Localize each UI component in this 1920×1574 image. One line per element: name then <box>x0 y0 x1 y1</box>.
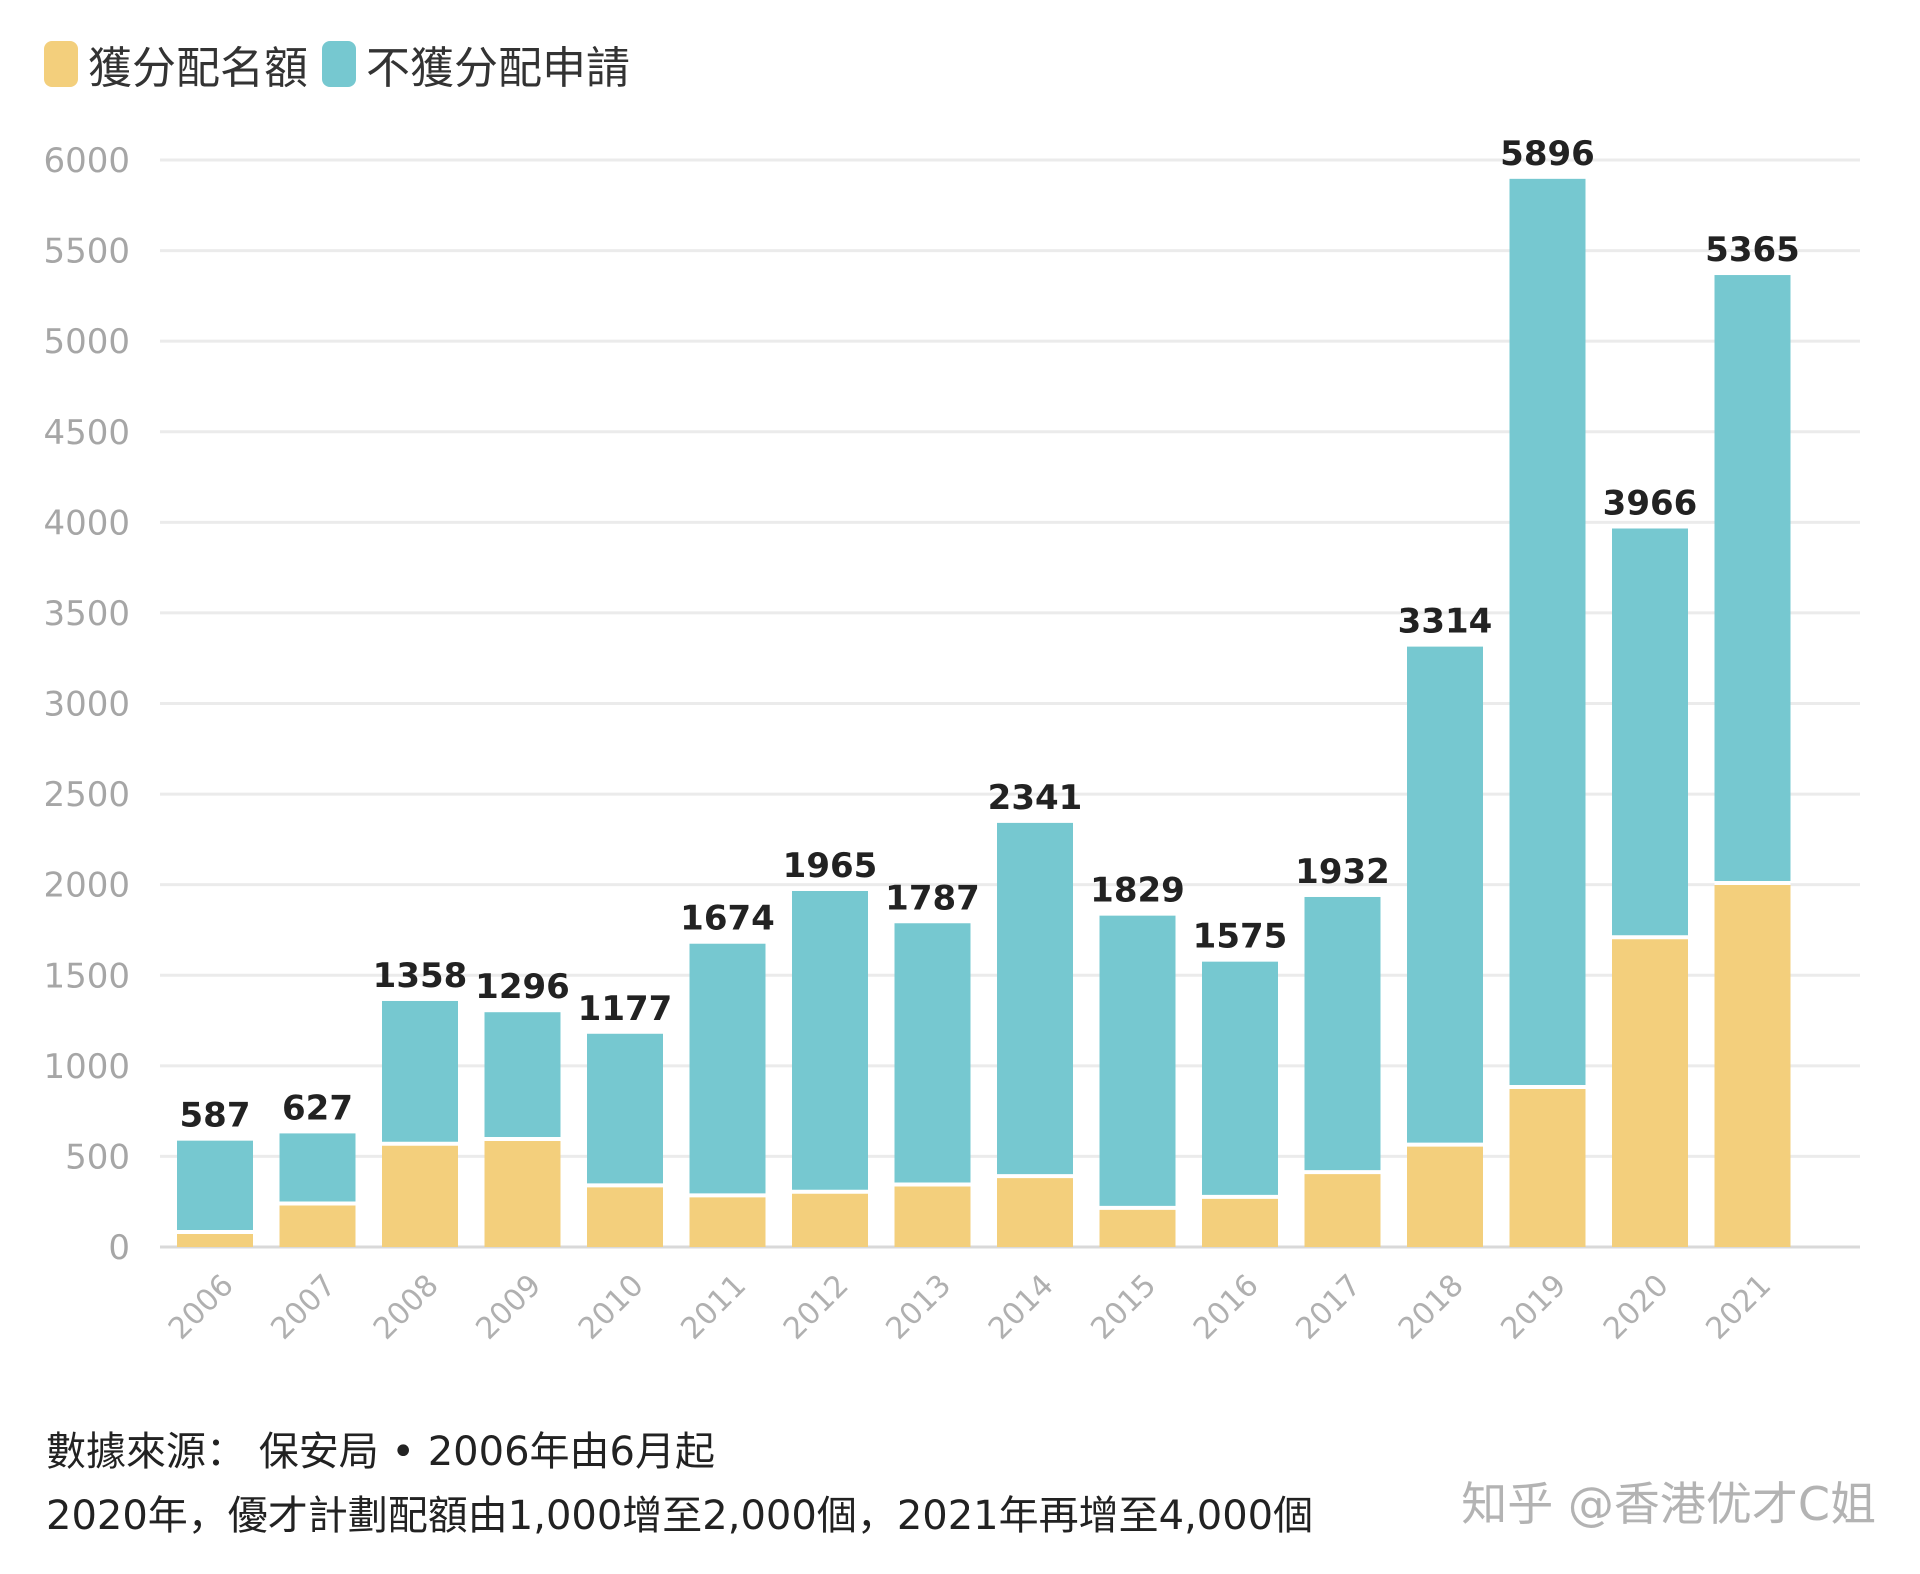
y-tick-label: 3000 <box>43 685 130 725</box>
x-tick-label: 2018 <box>1392 1268 1471 1347</box>
y-tick-label: 6000 <box>43 141 130 181</box>
y-tick-label: 4000 <box>43 503 130 543</box>
x-tick-label: 2013 <box>879 1268 958 1347</box>
y-tick-label: 2000 <box>43 866 130 906</box>
bar-allocated <box>689 1195 766 1247</box>
stacked-bar-chart: 0 500 1000 1500 2000 2500 3000 3500 4000 4500 5000… <box>43 134 1860 1347</box>
bar-not-allocated <box>792 891 868 1192</box>
legend-label-not-allocated: 不獲分配申請 <box>366 43 630 94</box>
bar-allocated <box>279 1203 356 1247</box>
total-label: 3314 <box>1398 602 1493 642</box>
x-tick-label: 2007 <box>264 1268 343 1347</box>
bar-not-allocated <box>1304 896 1381 1173</box>
bar-allocated <box>382 1143 458 1247</box>
total-label: 1358 <box>373 956 468 996</box>
total-label: 3966 <box>1603 483 1698 523</box>
x-tick-label: 2010 <box>572 1268 651 1347</box>
bar-not-allocated <box>1509 178 1586 1088</box>
y-tick-label: 500 <box>65 1137 130 1177</box>
bar-allocated <box>1612 937 1688 1247</box>
legend-swatch-not-allocated <box>322 41 356 87</box>
y-tick-label: 0 <box>108 1228 130 1268</box>
bar-not-allocated <box>1099 915 1176 1208</box>
total-label: 1575 <box>1193 917 1288 957</box>
bar-allocated <box>1407 1144 1483 1247</box>
bar-not-allocated <box>1202 961 1278 1197</box>
x-tick-label: 2016 <box>1187 1268 1266 1347</box>
bar-not-allocated <box>1612 528 1688 938</box>
x-tick-label: 2011 <box>674 1268 753 1347</box>
bar-allocated <box>997 1176 1073 1247</box>
total-label: 1296 <box>475 967 570 1007</box>
bar-allocated <box>484 1139 561 1247</box>
legend-label-allocated: 獲分配名額 <box>88 43 308 94</box>
total-label: 2341 <box>988 778 1083 818</box>
x-tick-label: 2015 <box>1084 1268 1163 1347</box>
bar-allocated <box>1304 1172 1381 1247</box>
bar-allocated <box>792 1191 868 1247</box>
bar-allocated <box>1202 1196 1278 1247</box>
bar-not-allocated <box>689 943 766 1196</box>
bar-allocated <box>894 1184 971 1247</box>
legend-item-not-allocated: 不獲分配申請 <box>322 32 630 96</box>
y-tick-label: 1500 <box>43 956 130 996</box>
y-tick-label: 1000 <box>43 1047 130 1087</box>
x-tick-label: 2012 <box>777 1268 856 1347</box>
total-label: 1177 <box>578 989 673 1029</box>
legend-swatch-allocated <box>44 41 78 87</box>
x-tick-label: 2020 <box>1597 1268 1676 1347</box>
bar-allocated <box>587 1185 663 1247</box>
total-label: 1965 <box>783 846 878 886</box>
bar-not-allocated <box>894 923 971 1185</box>
y-axis-ticks: 0 500 1000 1500 2000 2500 3000 3500 4000 4500 5000… <box>43 141 130 1268</box>
bar-not-allocated <box>279 1133 356 1204</box>
source-line: 數據來源： 保安局 • 2006年由6月起 <box>46 1429 715 1475</box>
y-tick-label: 3500 <box>43 594 130 634</box>
bars <box>177 178 1791 1247</box>
total-label: 1674 <box>680 899 775 939</box>
x-tick-label: 2019 <box>1494 1268 1573 1347</box>
y-tick-label: 5000 <box>43 322 130 362</box>
bar-allocated <box>1714 883 1791 1247</box>
legend-item-allocated: 獲分配名額 <box>44 32 308 96</box>
y-tick-label: 2500 <box>43 775 130 815</box>
total-label: 5896 <box>1500 134 1595 174</box>
total-label: 1829 <box>1090 871 1185 911</box>
quota-note-line: 2020年，優才計劃配額由1,000增至2,000個，2021年再增至4,000… <box>46 1493 1314 1539</box>
x-tick-label: 2009 <box>469 1268 548 1347</box>
total-label: 627 <box>282 1088 353 1128</box>
x-tick-label: 2014 <box>982 1268 1061 1347</box>
bar-allocated <box>177 1231 253 1247</box>
x-tick-label: 2017 <box>1289 1268 1368 1347</box>
x-tick-label: 2006 <box>162 1268 241 1347</box>
credit-watermark: 知乎 @香港优才C姐 <box>1461 1477 1876 1531</box>
bar-not-allocated <box>587 1033 663 1186</box>
bar-not-allocated <box>1407 646 1483 1145</box>
x-axis-ticks: 2006 2007 2008 2009 2010 2011 2012 2013 2014 2015… <box>162 1268 1778 1347</box>
total-label: 587 <box>180 1096 251 1136</box>
bar-not-allocated <box>484 1012 561 1140</box>
bar-allocated <box>1509 1087 1586 1247</box>
bar-not-allocated <box>1714 275 1791 884</box>
y-tick-label: 4500 <box>43 413 130 453</box>
bar-allocated <box>1099 1207 1176 1247</box>
total-label: 1787 <box>885 878 980 918</box>
x-tick-label: 2021 <box>1699 1268 1778 1347</box>
x-tick-label: 2008 <box>367 1268 446 1347</box>
total-label: 5365 <box>1705 230 1800 270</box>
y-tick-label: 5500 <box>43 232 130 272</box>
bar-not-allocated <box>177 1140 253 1232</box>
bar-not-allocated <box>382 1000 458 1144</box>
bar-not-allocated <box>997 822 1073 1177</box>
total-label: 1932 <box>1295 852 1390 892</box>
chart-legend: 獲分配名額 不獲分配申請 <box>44 32 630 96</box>
source-note: 數據來源： 保安局 • 2006年由6月起 2020年，優才計劃配額由1,000… <box>46 1420 1313 1548</box>
